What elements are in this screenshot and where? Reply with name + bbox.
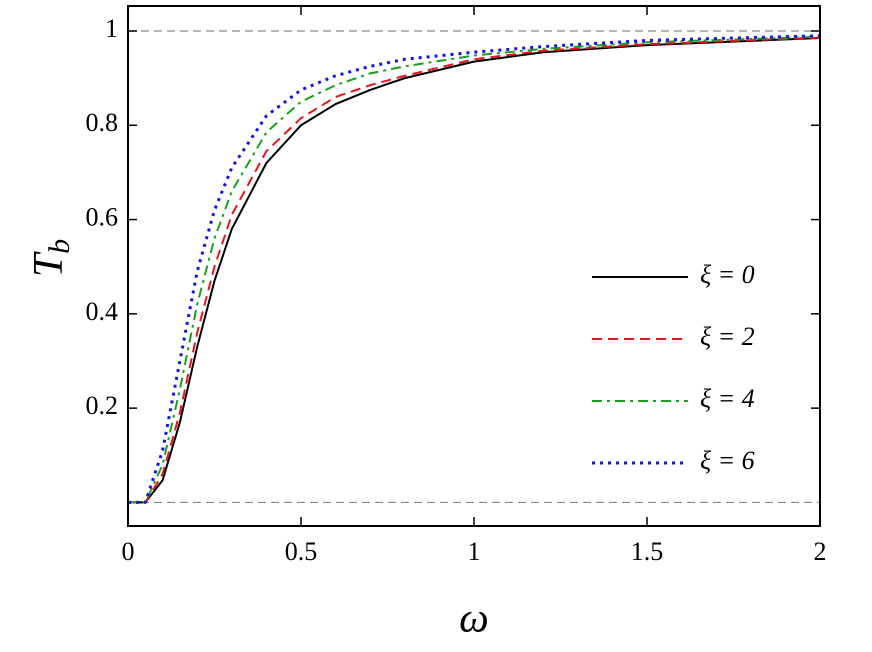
x-tick-label: 1 [468,537,481,566]
y-axis-label: Tb [26,239,76,277]
series-line [128,37,821,504]
y-axis-symbol: T [26,251,72,277]
y-axis-title: Tb [26,239,76,277]
x-tick-label: 0 [122,537,135,566]
series-line [128,35,821,504]
legend-label: ξ = 2 [700,322,755,351]
y-tick-label: 0.4 [86,297,119,326]
x-tick-label: 1.5 [631,537,664,566]
y-tick-label: 0.8 [86,108,119,137]
legend-label: ξ = 6 [700,446,755,475]
legend-label: ξ = 4 [700,384,755,413]
y-axis-subscript: b [43,239,76,254]
y-tick-label: 1 [105,14,118,43]
series-line [128,34,821,504]
plot-frame [127,5,821,527]
legend-label: ξ = 0 [700,260,755,289]
x-tick-label: 0.5 [285,537,318,566]
y-tick-label: 0.2 [86,391,119,420]
x-tick-label: 2 [814,537,827,566]
y-tick-label: 0.6 [86,203,119,232]
x-axis-label: ω [459,596,489,642]
series-line [128,36,821,504]
